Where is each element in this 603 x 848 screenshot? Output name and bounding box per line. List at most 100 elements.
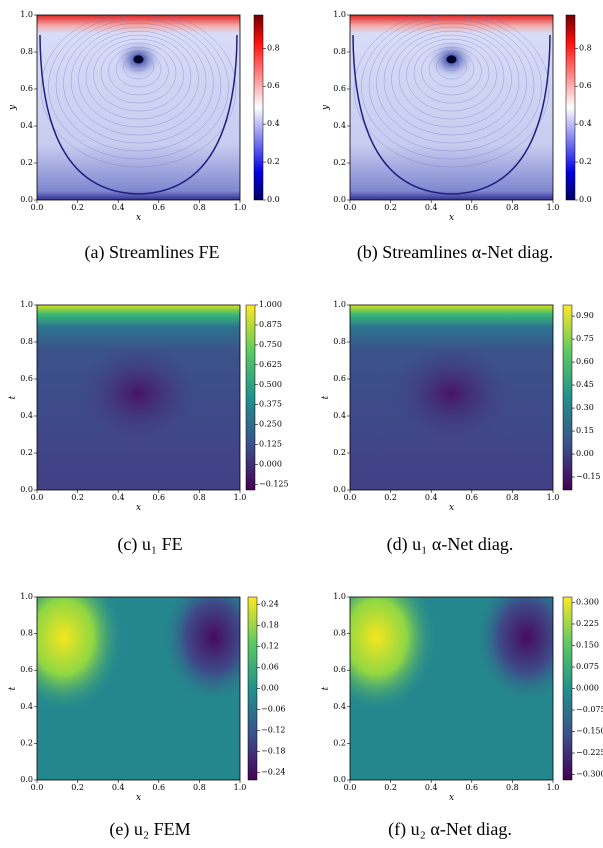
- colorbar-tick-label: 0.4: [579, 119, 592, 128]
- x-tick-label: 0.4: [425, 493, 438, 502]
- colorbar-tick-label: 0.000: [259, 460, 282, 469]
- colorbar-tick-label: −0.12: [261, 726, 286, 735]
- y-tick-label: 0.0: [333, 485, 346, 494]
- y-tick-label: 1.0: [20, 592, 33, 601]
- plot-frame: [349, 304, 554, 491]
- colorbar-tick-label: 0.150: [576, 640, 599, 649]
- y-tick-label: 0.8: [20, 337, 33, 346]
- colorbar-tick-label: 0.300: [576, 597, 599, 606]
- colorbar: [565, 14, 576, 201]
- field-image: [350, 305, 553, 490]
- x-tick-label: 0.6: [152, 203, 165, 212]
- streamline: [70, 26, 207, 136]
- y-tick-label: 1.0: [333, 592, 346, 601]
- colorbar-tick-label: 0.90: [576, 311, 594, 320]
- x-tick-label: 0.0: [31, 493, 44, 502]
- streamline: [78, 30, 199, 128]
- x-tick-label: 0.0: [344, 203, 357, 212]
- x-tick-label: 1.0: [234, 783, 247, 792]
- colorbar-tick-label: −0.125: [259, 479, 289, 488]
- colorbar-tick-label: 0.375: [259, 400, 282, 409]
- colorbar-tick-label: −0.150: [576, 727, 603, 736]
- x-tick-label: 0.8: [506, 203, 519, 212]
- x-tick-label: 0.8: [506, 783, 519, 792]
- x-tick-label: 0.4: [112, 493, 125, 502]
- y-axis-label: y: [8, 104, 18, 111]
- streamline: [368, 18, 535, 152]
- x-tick-label: 0.0: [344, 493, 357, 502]
- y-tick-label: 0.6: [20, 665, 33, 674]
- vortex-core: [446, 55, 457, 64]
- max-blob: [37, 597, 124, 713]
- y-tick-label: 0.0: [333, 775, 346, 784]
- panel: 0.0 0.2 0.4 0.6 0.8 1.0 0.0 0.2 0.4 0.6 0.8 1.0 x t −0…: [321, 300, 601, 555]
- x-tick-label: 0.6: [465, 493, 478, 502]
- field-image: [350, 597, 553, 780]
- x-tick-label: 1.0: [234, 203, 247, 212]
- colorbar-tick-label: 0.075: [576, 662, 599, 671]
- colorbar-tick-label: 0.125: [259, 440, 282, 449]
- y-tick-label: 0.8: [20, 47, 33, 56]
- colorbar-tick-label: 0.0: [579, 195, 592, 204]
- y-tick-label: 0.6: [20, 84, 33, 93]
- streamline: [383, 26, 520, 136]
- x-tick-label: 0.0: [31, 203, 44, 212]
- plot-frame: [349, 596, 554, 781]
- colorbar-tick-label: 0.8: [267, 43, 280, 52]
- x-tick-label: 0.2: [384, 493, 397, 502]
- y-tick-label: 0.2: [20, 158, 33, 167]
- panel: 0.0 0.2 0.4 0.6 0.8 1.0 0.0 0.2 0.4 0.6 0.8 1.0 x t −0…: [8, 300, 289, 555]
- streamline: [391, 30, 512, 128]
- colorbar-tick-label: 0.12: [261, 641, 279, 650]
- colorbar-tick-label: −0.06: [261, 705, 286, 714]
- y-tick-label: 0.4: [20, 121, 33, 130]
- x-tick-label: 1.0: [547, 783, 560, 792]
- y-axis-label: t: [321, 395, 331, 399]
- x-tick-label: 1.0: [234, 493, 247, 502]
- x-tick-label: 0.2: [384, 203, 397, 212]
- streamline: [376, 22, 527, 144]
- x-tick-label: 0.2: [71, 203, 84, 212]
- colorbar-tick-label: 0.60: [576, 357, 594, 366]
- colorbar-tick-label: 0.06: [261, 662, 279, 671]
- colorbar-tick-label: 0.75: [576, 334, 594, 343]
- y-tick-label: 1.0: [333, 10, 346, 19]
- y-tick-label: 0.6: [20, 374, 33, 383]
- x-tick-label: 0.4: [425, 783, 438, 792]
- y-tick-label: 0.4: [333, 411, 346, 420]
- x-tick-label: 0.4: [112, 783, 125, 792]
- y-tick-label: 0.8: [333, 47, 346, 56]
- panel: 0.0 0.2 0.4 0.6 0.8 1.0 0.0 0.2 0.4 0.6 0.8 1.0 x y 0.…: [321, 10, 592, 263]
- y-tick-label: 0.0: [20, 485, 33, 494]
- streamline: [406, 38, 497, 112]
- x-axis-label: x: [136, 503, 141, 513]
- x-axis-label: x: [449, 503, 454, 513]
- streamline: [63, 22, 214, 144]
- streamline: [398, 34, 505, 120]
- field-image: [37, 597, 240, 780]
- caption: (f) u₂ α-Net diag.: [388, 819, 512, 840]
- colorbar-tick-label: 0.875: [259, 320, 282, 329]
- x-axis-label: x: [136, 213, 141, 223]
- x-tick-label: 0.8: [193, 203, 206, 212]
- colorbar-tick-label: 1.000: [259, 300, 282, 309]
- colorbar: [247, 596, 258, 781]
- y-tick-label: 0.8: [20, 629, 33, 638]
- x-tick-label: 0.4: [425, 203, 438, 212]
- colorbar-tick-label: −0.225: [576, 748, 603, 757]
- streamline: [93, 38, 184, 112]
- y-tick-label: 0.0: [20, 195, 33, 204]
- y-tick-label: 0.2: [20, 448, 33, 457]
- y-tick-label: 0.6: [333, 84, 346, 93]
- colorbar-tick-label: 0.00: [576, 449, 594, 458]
- colorbar-tick-label: 0.24: [261, 599, 279, 608]
- x-tick-label: 0.2: [71, 783, 84, 792]
- colorbar: [562, 596, 573, 781]
- panel: 0.0 0.2 0.4 0.6 0.8 1.0 0.0 0.2 0.4 0.6 0.8 1.0 x t −0…: [8, 592, 286, 840]
- colorbar-tick-label: 0.625: [259, 360, 282, 369]
- field-image: [37, 15, 240, 200]
- colorbar-tick-label: 0.00: [261, 684, 279, 693]
- y-axis-label: t: [8, 395, 18, 399]
- colorbar-tick-label: 0.45: [576, 380, 594, 389]
- colorbar-tick-label: 0.225: [576, 619, 599, 628]
